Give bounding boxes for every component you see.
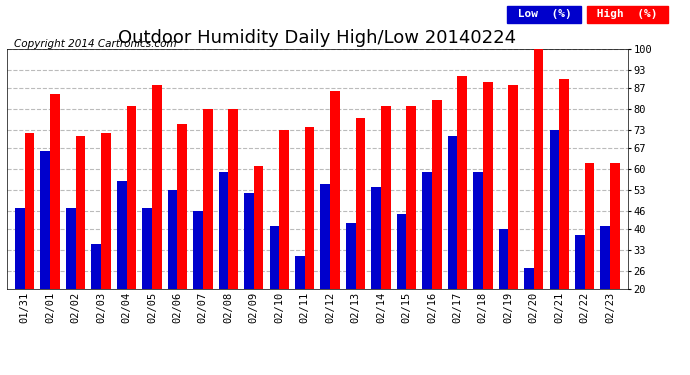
Bar [575,235,584,289]
Bar [346,223,355,289]
Bar [432,100,442,289]
Bar [15,208,25,289]
Bar [534,49,544,289]
Bar [397,214,406,289]
Bar [142,208,152,289]
Bar [101,133,110,289]
Bar [41,151,50,289]
Bar [279,130,289,289]
Bar [381,106,391,289]
Bar [320,184,330,289]
Bar [254,166,264,289]
Bar [50,94,60,289]
Bar [126,106,136,289]
Bar [371,187,381,289]
Bar [168,190,177,289]
Bar [355,118,365,289]
Bar [193,211,203,289]
Bar [177,124,187,289]
Bar [549,130,559,289]
Bar [584,163,594,289]
Bar [228,109,238,289]
Text: High  (%): High (%) [590,9,664,20]
Bar [76,136,86,289]
Bar [600,226,610,289]
Bar [509,85,518,289]
Bar [203,109,213,289]
Bar [295,256,305,289]
Bar [448,136,457,289]
Bar [406,106,416,289]
Text: Low  (%): Low (%) [511,9,578,20]
Bar [330,91,339,289]
Text: Copyright 2014 Cartronics.com: Copyright 2014 Cartronics.com [14,39,177,50]
Bar [25,133,34,289]
Bar [244,193,254,289]
Bar [66,208,76,289]
Bar [152,85,161,289]
Bar [610,163,620,289]
Bar [457,76,467,289]
Bar [483,82,493,289]
Bar [219,172,228,289]
Bar [473,172,483,289]
Bar [270,226,279,289]
Bar [117,181,126,289]
Title: Outdoor Humidity Daily High/Low 20140224: Outdoor Humidity Daily High/Low 20140224 [119,29,516,47]
Bar [305,127,315,289]
Bar [499,229,509,289]
Bar [559,79,569,289]
Bar [524,268,534,289]
Bar [91,244,101,289]
Bar [422,172,432,289]
